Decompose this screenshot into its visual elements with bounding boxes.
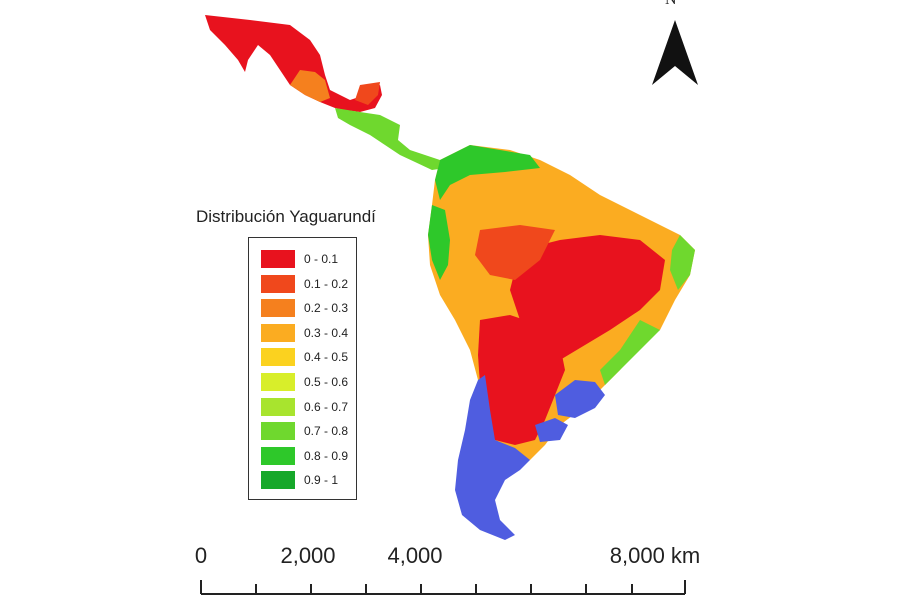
legend-label: 0.4 - 0.5 — [304, 350, 349, 365]
scale-label-8000: 8,000 km — [609, 543, 701, 568]
legend-swatch — [261, 422, 295, 441]
legend-label: 0.9 - 1 — [304, 473, 339, 488]
legend-item: 0.8 - 0.9 — [261, 446, 349, 465]
legend-item: 0 - 0.1 — [261, 250, 338, 268]
map-region-patagonia-range — [455, 375, 530, 540]
map-region-central-america — [335, 108, 445, 170]
legend-label: 0.7 - 0.8 — [304, 424, 349, 439]
map-region-yucatan — [355, 82, 380, 105]
legend-label: 0.1 - 0.2 — [304, 276, 349, 291]
scale-bar — [200, 580, 686, 595]
scale-label-2000: 2,000 — [280, 543, 336, 568]
legend-swatch — [261, 397, 295, 416]
legend-label: 0 - 0.1 — [304, 252, 339, 266]
legend-label: 0.3 - 0.4 — [304, 325, 349, 340]
legend-swatch — [261, 471, 295, 490]
legend-label: 0.2 - 0.3 — [304, 301, 349, 316]
map-region-brazil-orange — [475, 225, 555, 280]
north-label: N — [665, 0, 677, 9]
map-region-buenos-aires-range — [535, 418, 568, 442]
map-region-north-coast — [435, 145, 540, 200]
legend-item: 0.6 - 0.7 — [261, 397, 349, 416]
map-region-east-coast — [670, 235, 695, 290]
map-region-mexico — [205, 15, 382, 112]
legend-swatch — [261, 299, 295, 318]
map-region-andes — [428, 205, 450, 280]
legend-item: 0.3 - 0.4 — [261, 323, 349, 342]
legend-swatch — [261, 446, 295, 465]
legend-label: 0.5 - 0.6 — [304, 375, 349, 389]
legend-swatch — [261, 373, 295, 391]
legend-item: 0.4 - 0.5 — [261, 348, 349, 367]
map-region-southern-cone — [478, 315, 565, 445]
legend: 0 - 0.1 0.1 - 0.2 0.2 - 0.3 0.3 - 0.4 0.4 - … — [248, 237, 357, 500]
north-arrow-icon — [652, 20, 698, 85]
legend-item: 0.7 - 0.8 — [261, 422, 349, 441]
map-region-mexico-east — [290, 70, 330, 102]
legend-item: 0.5 - 0.6 — [261, 373, 348, 391]
legend-swatch — [261, 323, 295, 342]
legend-swatch — [261, 348, 295, 367]
map-region-southeast-coast — [600, 320, 660, 385]
legend-label: 0.8 - 0.9 — [304, 448, 349, 463]
scale-label-0: 0 — [194, 543, 208, 568]
legend-item: 0.2 - 0.3 — [261, 299, 349, 318]
legend-swatch — [261, 274, 295, 293]
legend-item: 0.9 - 1 — [261, 471, 339, 490]
legend-item: 0.1 - 0.2 — [261, 274, 349, 293]
legend-title: Distribución Yaguarundí — [196, 207, 376, 226]
legend-swatch — [261, 250, 295, 268]
legend-label: 0.6 - 0.7 — [304, 399, 349, 414]
scale-label-4000: 4,000 — [387, 543, 443, 568]
map-region-brazil-interior — [510, 235, 665, 360]
map-region-uruguay-range — [555, 380, 605, 418]
